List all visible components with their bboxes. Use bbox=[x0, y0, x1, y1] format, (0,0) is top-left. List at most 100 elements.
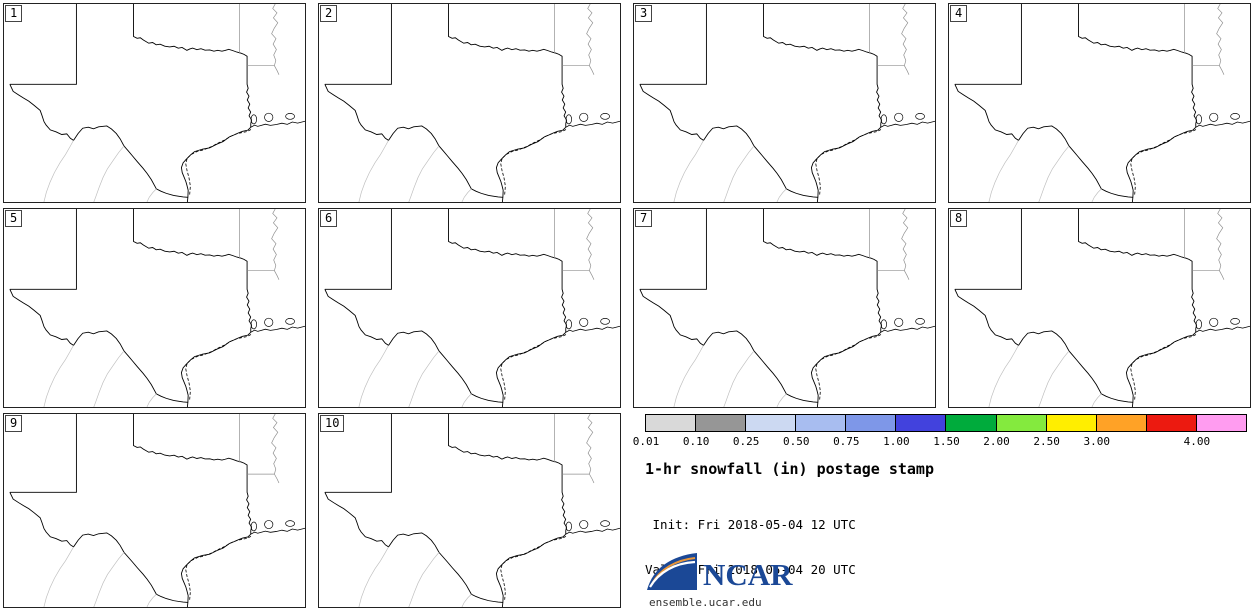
coastal-lake bbox=[565, 114, 572, 125]
gulf-coast bbox=[810, 331, 882, 407]
texas-map bbox=[954, 4, 1250, 202]
texas-west-border bbox=[9, 4, 77, 85]
gulf-coast bbox=[180, 331, 252, 407]
texas-outline bbox=[133, 414, 253, 535]
state-borders bbox=[239, 209, 280, 280]
colorbar-tick-label: 4.00 bbox=[1183, 435, 1211, 448]
site-url: ensemble.ucar.edu bbox=[649, 596, 762, 609]
stamp-panel-9: 9 bbox=[3, 413, 306, 608]
texas-map bbox=[9, 209, 305, 407]
colorbar-tick-label: 0.50 bbox=[782, 435, 810, 448]
coastal-lake bbox=[915, 318, 925, 325]
coastal-lake bbox=[285, 318, 295, 325]
mexico-borders bbox=[673, 140, 787, 202]
state-borders bbox=[1184, 4, 1225, 75]
louisiana-coast bbox=[565, 527, 620, 535]
colorbar-segment bbox=[1145, 415, 1196, 431]
state-borders bbox=[869, 4, 910, 75]
gulf-coast bbox=[810, 126, 882, 202]
stamp-panel-6: 6 bbox=[318, 208, 621, 408]
coastal-lake bbox=[579, 112, 589, 122]
coastal-lake bbox=[579, 520, 589, 529]
texas-outline bbox=[448, 209, 568, 333]
colorbar-tick-label: 0.75 bbox=[833, 435, 860, 448]
louisiana-coast bbox=[565, 325, 620, 333]
colorbar-segment: 2.00 bbox=[983, 415, 1046, 448]
colorbar-segment: 2.50 bbox=[1033, 415, 1096, 448]
colorbar-tick-label: 0.01 bbox=[632, 435, 660, 448]
gulf-coast bbox=[495, 331, 567, 407]
stamp-panel-5: 5 bbox=[3, 208, 306, 408]
mexico-borders bbox=[673, 345, 787, 407]
colorbar-segment: 3.00 bbox=[1083, 415, 1146, 448]
rio-grande bbox=[324, 492, 503, 603]
colorbar-tick-label: 0.25 bbox=[732, 435, 760, 448]
mexico-borders bbox=[988, 140, 1102, 202]
gulf-coast bbox=[180, 126, 252, 202]
texas-outline bbox=[1078, 209, 1198, 333]
colorbar-segment: 0.50 bbox=[783, 415, 846, 448]
louisiana-coast bbox=[880, 325, 935, 333]
gulf-coast bbox=[495, 126, 567, 202]
louisiana-coast bbox=[250, 325, 305, 333]
coastal-lake bbox=[894, 317, 904, 327]
texas-west-border bbox=[954, 4, 1022, 85]
texas-map bbox=[954, 209, 1250, 407]
coastal-lake bbox=[1209, 112, 1219, 122]
texas-map bbox=[324, 209, 620, 407]
barrier-islands bbox=[500, 128, 567, 195]
rio-grande bbox=[954, 289, 1133, 403]
init-time: Init: Fri 2018-05-04 12 UTC bbox=[645, 517, 856, 532]
rio-grande bbox=[9, 289, 188, 403]
coastal-lake bbox=[1195, 319, 1202, 330]
state-borders bbox=[1184, 209, 1225, 280]
louisiana-coast bbox=[565, 120, 620, 128]
gulf-coast bbox=[1125, 331, 1197, 407]
barrier-islands bbox=[1130, 333, 1197, 400]
state-borders bbox=[554, 4, 595, 75]
texas-west-border bbox=[954, 209, 1022, 290]
texas-map bbox=[324, 4, 620, 202]
coastal-lake bbox=[600, 113, 610, 120]
texas-outline bbox=[133, 4, 253, 128]
texas-west-border bbox=[324, 4, 392, 85]
colorbar-segment: 0.10 bbox=[683, 415, 746, 448]
rio-grande bbox=[639, 84, 818, 198]
coastal-lake bbox=[1195, 114, 1202, 125]
barrier-islands bbox=[185, 535, 252, 600]
texas-outline bbox=[763, 209, 883, 333]
ncar-logo-text: NCAR bbox=[703, 557, 793, 592]
state-borders bbox=[554, 414, 595, 484]
mexico-borders bbox=[358, 345, 472, 407]
louisiana-coast bbox=[880, 120, 935, 128]
coastal-lake bbox=[264, 520, 274, 529]
texas-outline bbox=[1078, 4, 1198, 128]
colorbar-tick-label: 2.00 bbox=[983, 435, 1010, 448]
texas-west-border bbox=[324, 414, 392, 493]
stamp-number: 10 bbox=[320, 415, 345, 432]
rio-grande bbox=[639, 289, 818, 403]
coastal-lake bbox=[880, 114, 887, 125]
barrier-islands bbox=[500, 333, 567, 400]
mexico-borders bbox=[43, 345, 157, 407]
colorbar-segment: 0.01 bbox=[633, 415, 696, 448]
stamp-number: 3 bbox=[635, 5, 653, 22]
texas-map bbox=[9, 4, 305, 202]
colorbar-segment: 0.25 bbox=[733, 415, 796, 448]
texas-west-border bbox=[639, 4, 707, 85]
texas-outline bbox=[133, 209, 253, 333]
colorbar-tick-label: 0.10 bbox=[682, 435, 710, 448]
colorbar-tick-label: 1.00 bbox=[883, 435, 910, 448]
rio-grande bbox=[324, 84, 503, 198]
louisiana-coast bbox=[250, 527, 305, 535]
ncar-logo-arc-white bbox=[649, 560, 696, 588]
louisiana-coast bbox=[250, 120, 305, 128]
mexico-borders bbox=[988, 345, 1102, 407]
barrier-islands bbox=[1130, 128, 1197, 195]
colorbar-segment: 1.50 bbox=[933, 415, 996, 448]
coastal-lake bbox=[264, 317, 274, 327]
stamp-number: 7 bbox=[635, 210, 653, 227]
colorbar-segment: 4.00 bbox=[1184, 415, 1246, 448]
mexico-borders bbox=[43, 140, 157, 202]
